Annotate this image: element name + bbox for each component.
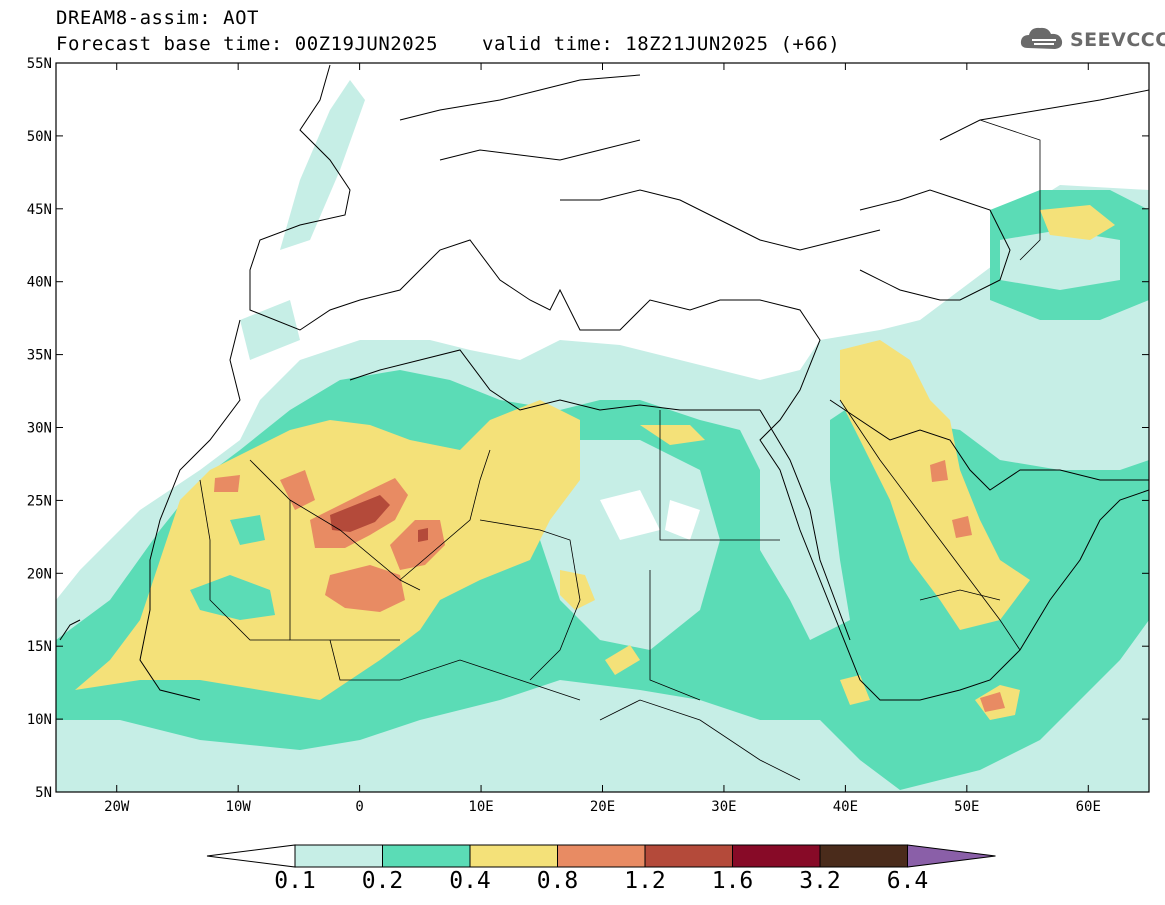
y-axis: 55N 50N 45N 40N 35N 30N 25N 20N 15N 10N 5N xyxy=(27,56,1149,801)
colorbar-level-label: 1.2 xyxy=(624,868,666,894)
y-tick-label: 55N xyxy=(27,56,52,72)
colorbar-segment xyxy=(819,844,908,868)
y-tick-label: 15N xyxy=(27,639,52,655)
valid-time: valid time: 18Z21JUN2025 (+66) xyxy=(482,33,841,55)
colorbar-under-arrow xyxy=(206,844,296,868)
colorbar-over-arrow xyxy=(907,844,996,868)
cloud-icon xyxy=(1020,27,1063,49)
colorbar-level-label: 1.6 xyxy=(711,868,754,894)
colorbar-level-label: 0.4 xyxy=(449,868,491,894)
x-tick-label: 30E xyxy=(711,799,736,815)
y-tick-label: 45N xyxy=(27,202,52,218)
y-tick-label: 5N xyxy=(35,785,52,801)
colorbar-level-label: 0.8 xyxy=(536,868,579,894)
y-tick-label: 25N xyxy=(27,493,52,509)
colorbar-level-label: 6.4 xyxy=(886,868,929,894)
y-tick-label: 30N xyxy=(27,421,52,437)
y-tick-label: 10N xyxy=(27,712,52,728)
y-tick-label: 50N xyxy=(27,129,52,145)
coastlines xyxy=(59,64,1149,701)
x-tick-label: 0 xyxy=(355,799,363,815)
colorbar-segment xyxy=(644,844,733,868)
x-tick-label: 60E xyxy=(1076,799,1101,815)
colorbar xyxy=(206,844,996,868)
y-tick-label: 20N xyxy=(27,566,52,582)
x-axis: 20W 10W 0 10E 20E 30E 40E 50E 60E xyxy=(104,63,1101,815)
title-line-1: DREAM8-assim: AOT xyxy=(56,7,259,29)
colorbar-segment xyxy=(732,844,821,868)
x-tick-label: 20W xyxy=(104,799,130,815)
colorbar-segment xyxy=(382,844,471,868)
x-tick-label: 50E xyxy=(954,799,979,815)
x-tick-label: 10E xyxy=(468,799,493,815)
country-borders xyxy=(199,119,1041,781)
x-tick-label: 10W xyxy=(226,799,252,815)
colorbar-level-label: 0.2 xyxy=(361,868,404,894)
y-tick-label: 35N xyxy=(27,348,52,364)
colorbar-segment xyxy=(294,844,383,868)
colorbar-segment xyxy=(469,844,558,868)
aot-field xyxy=(56,63,1149,792)
y-tick-label: 40N xyxy=(27,275,52,291)
x-tick-label: 40E xyxy=(833,799,858,815)
title-line-2: Forecast base time: 00Z19JUN2025 xyxy=(56,33,439,55)
colorbar-level-label: 0.1 xyxy=(274,868,316,894)
colorbar-level-label: 3.2 xyxy=(799,868,841,894)
colorbar-segment xyxy=(557,844,646,868)
logo-text: SEEVCCC xyxy=(1070,29,1165,51)
x-tick-label: 20E xyxy=(590,799,615,815)
